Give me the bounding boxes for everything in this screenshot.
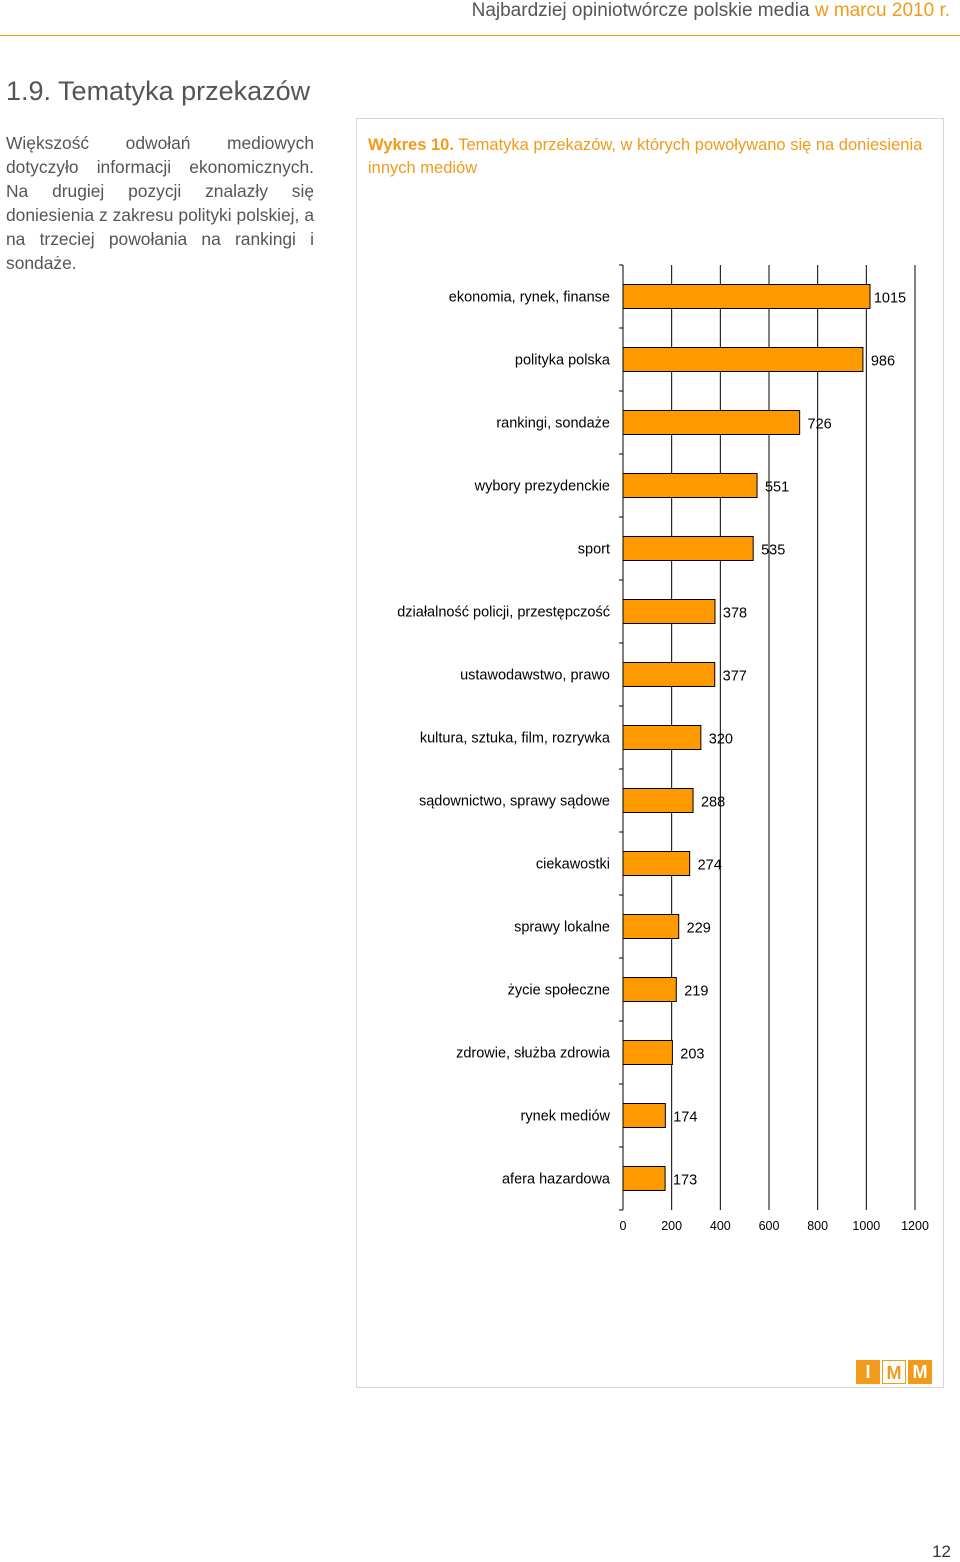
bar — [622, 725, 702, 750]
value-label: 1015 — [874, 291, 906, 307]
category-label: ekonomia, rynek, finanse — [449, 290, 610, 306]
value-label: 173 — [673, 1173, 697, 1189]
bar — [622, 536, 754, 561]
bar — [622, 347, 864, 372]
chart-caption-text: Tematyka przekazów, w których powoływano… — [368, 136, 923, 177]
bar — [622, 599, 716, 624]
intro-paragraph: Większość odwołań mediowych dotyczyło in… — [6, 133, 314, 273]
value-label: 726 — [808, 417, 832, 433]
logo-letter-i: I — [856, 1360, 880, 1384]
category-label: sądownictwo, sprawy sądowe — [419, 794, 610, 810]
bar — [622, 473, 758, 498]
header-title-main: Najbardziej opiniotwórcze polskie media — [471, 0, 815, 21]
bar — [622, 788, 694, 813]
bar — [622, 1040, 673, 1065]
bar — [622, 977, 677, 1002]
category-label: sport — [578, 542, 610, 558]
bar — [622, 410, 801, 435]
value-label: 378 — [723, 606, 747, 622]
category-label: życie społeczne — [508, 983, 610, 999]
bar — [622, 1103, 666, 1128]
x-tick-label: 0 — [620, 1219, 627, 1233]
header-title-accent: w marcu 2010 r. — [814, 0, 950, 21]
value-label: 219 — [684, 984, 708, 1000]
bar — [622, 914, 680, 939]
category-label: polityka polska — [515, 353, 611, 369]
value-label: 288 — [701, 795, 725, 811]
x-tick-label: 600 — [759, 1219, 780, 1233]
value-label: 229 — [687, 921, 711, 937]
chart-frame — [356, 118, 944, 1388]
bar — [622, 1166, 666, 1191]
logo-letter-m1: M — [882, 1360, 906, 1384]
x-tick-label: 400 — [710, 1219, 731, 1233]
x-tick-label: 1000 — [852, 1219, 880, 1233]
logo-letter-m2: M — [908, 1360, 932, 1384]
value-label: 551 — [765, 480, 789, 496]
x-tick-label: 1200 — [901, 1219, 929, 1233]
chart-caption-label: Wykres 10. — [368, 136, 454, 154]
category-label: kultura, sztuka, film, rozrywka — [420, 731, 611, 747]
category-label: rankingi, sondaże — [496, 416, 610, 432]
value-label: 377 — [723, 669, 747, 685]
x-tick-label: 200 — [661, 1219, 682, 1233]
category-label: ciekawostki — [536, 857, 610, 873]
section-heading: 1.9. Tematyka przekazów — [6, 76, 311, 106]
value-label: 320 — [709, 732, 733, 748]
value-label: 986 — [871, 354, 895, 370]
category-label: sprawy lokalne — [514, 920, 610, 936]
category-label: afera hazardowa — [502, 1172, 611, 1188]
category-label: rynek mediów — [521, 1109, 611, 1125]
value-label: 174 — [673, 1110, 697, 1126]
chart-caption: Wykres 10. Tematyka przekazów, w których… — [368, 134, 928, 180]
header-divider — [0, 35, 960, 36]
bar — [622, 851, 691, 876]
imm-logo: I M M — [856, 1360, 932, 1384]
value-label: 535 — [761, 543, 785, 559]
bar — [622, 662, 716, 687]
category-label: wybory prezydenckie — [474, 479, 610, 495]
bar — [622, 284, 871, 309]
page-number: 12 — [932, 1542, 951, 1561]
category-label: ustawodawstwo, prawo — [460, 668, 610, 684]
category-label: działalność policji, przestępczość — [397, 605, 610, 621]
category-label: zdrowie, służba zdrowia — [456, 1046, 611, 1062]
value-label: 274 — [698, 858, 722, 874]
x-tick-label: 800 — [807, 1219, 828, 1233]
running-header: Najbardziej opiniotwórcze polskie media … — [472, 0, 950, 22]
value-label: 203 — [680, 1047, 704, 1063]
